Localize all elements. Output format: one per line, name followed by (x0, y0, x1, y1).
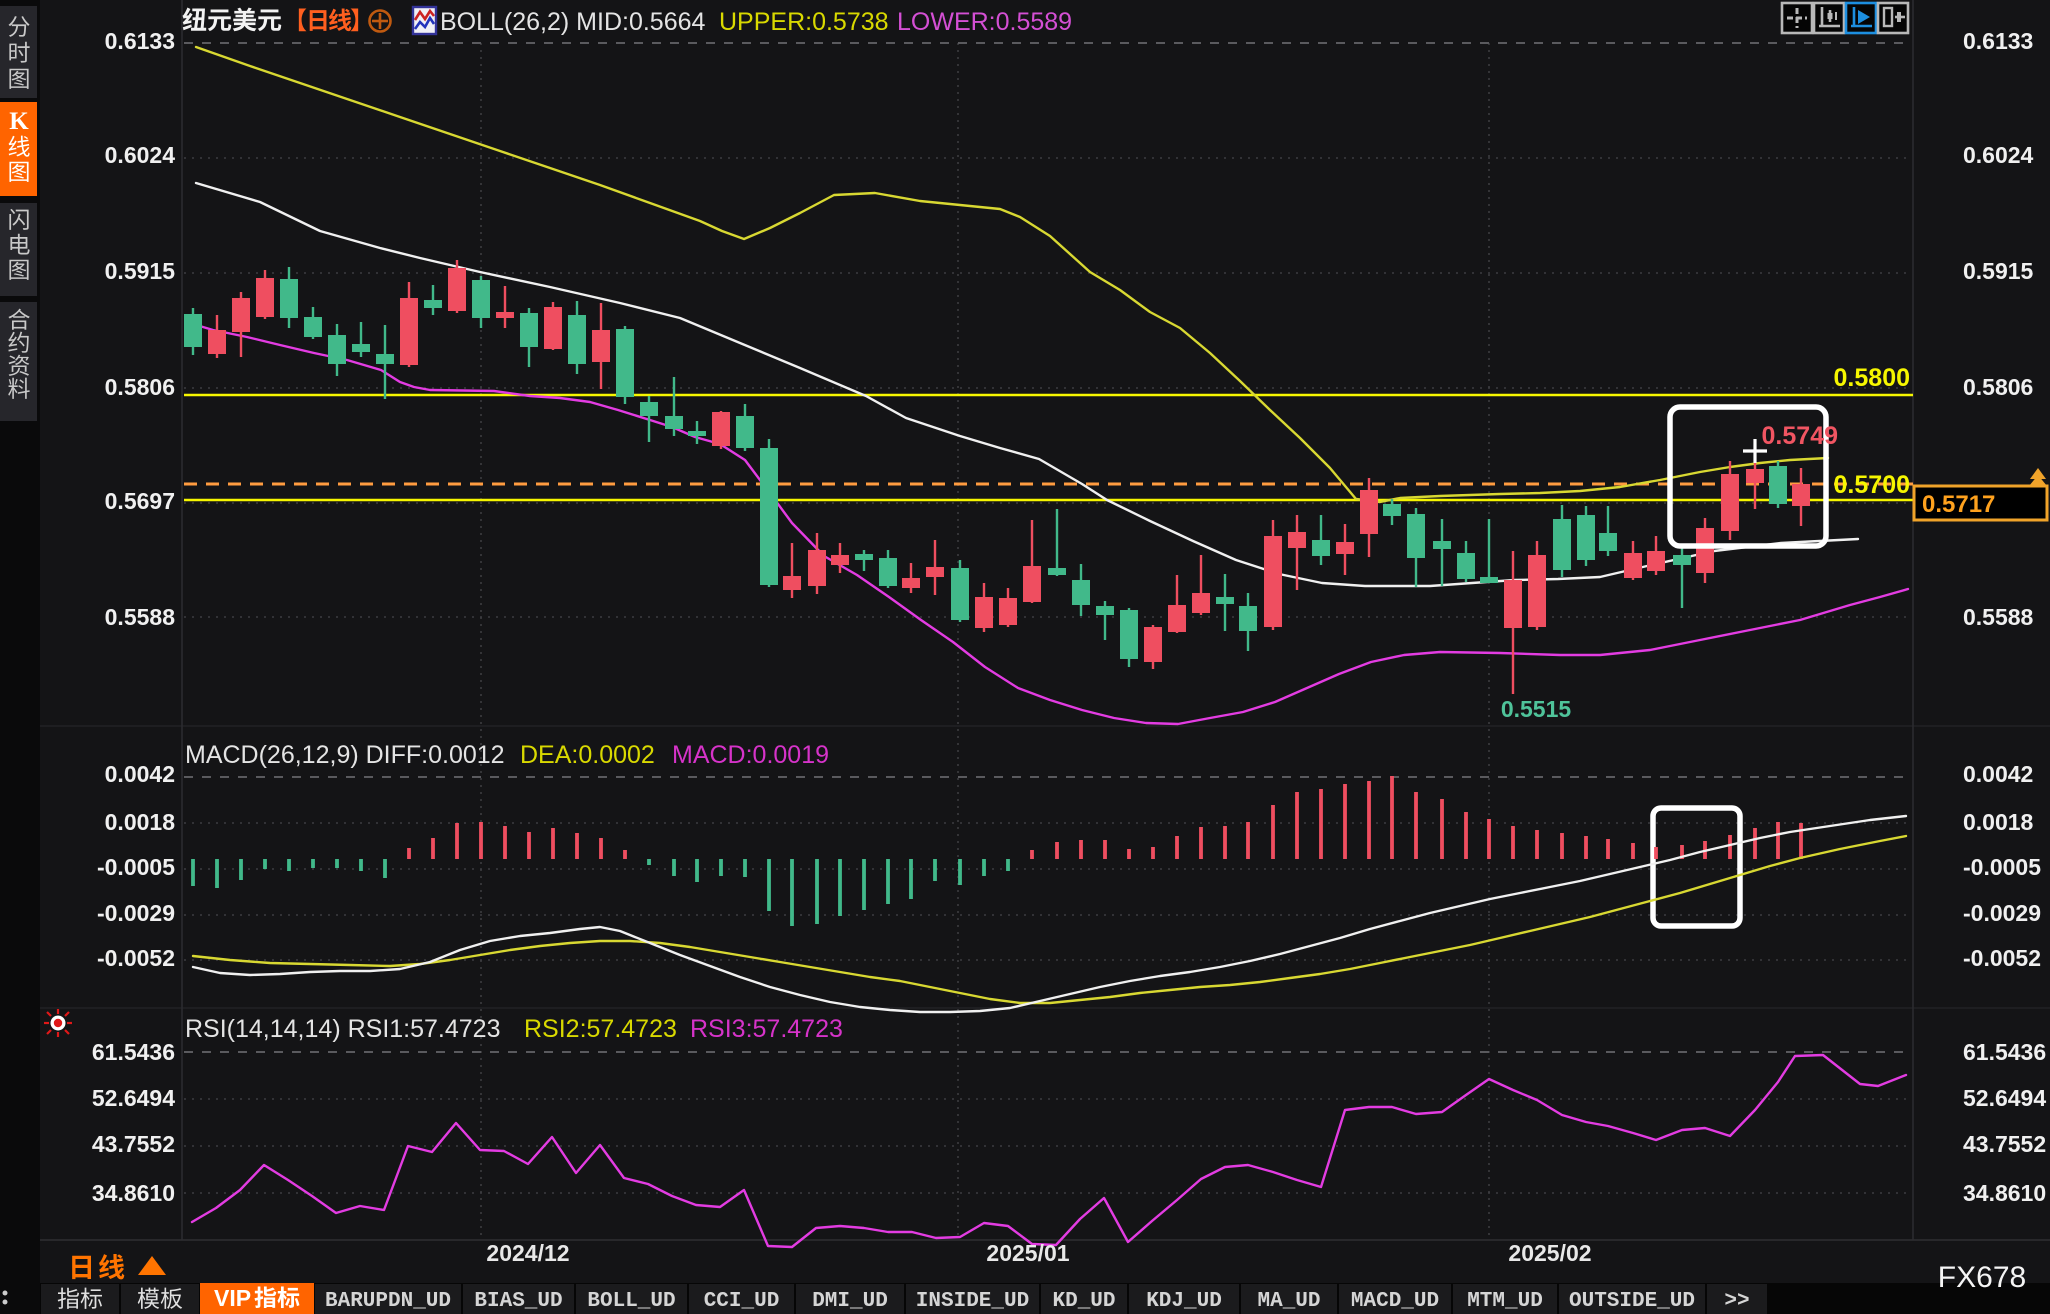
svg-text:CCI_UD: CCI_UD (704, 1290, 780, 1313)
svg-text:RSI2:57.4723: RSI2:57.4723 (524, 1015, 677, 1043)
svg-text:52.6494: 52.6494 (92, 1085, 175, 1111)
svg-text:UPPER:0.5738: UPPER:0.5738 (719, 8, 889, 36)
svg-text:2025/02: 2025/02 (1508, 1240, 1591, 1266)
svg-text:43.7552: 43.7552 (1963, 1131, 2046, 1157)
svg-text:0.5749: 0.5749 (1762, 422, 1838, 450)
svg-text:0.5700: 0.5700 (1834, 471, 1910, 499)
svg-text:-0.0029: -0.0029 (97, 900, 175, 926)
svg-text:BIAS_UD: BIAS_UD (474, 1290, 562, 1313)
svg-text:0.5717: 0.5717 (1922, 491, 1995, 518)
svg-text:BOLL(26,2) MID:0.5664: BOLL(26,2) MID:0.5664 (440, 8, 706, 36)
svg-text:KD_UD: KD_UD (1052, 1290, 1115, 1313)
svg-text:0.0018: 0.0018 (105, 809, 176, 835)
svg-text:2025/01: 2025/01 (986, 1240, 1069, 1266)
svg-text:0.5806: 0.5806 (1963, 374, 2033, 400)
svg-text:2024/12: 2024/12 (486, 1240, 569, 1266)
svg-text:MACD(26,12,9) DIFF:0.0012: MACD(26,12,9) DIFF:0.0012 (185, 741, 505, 769)
svg-text:43.7552: 43.7552 (92, 1131, 175, 1157)
svg-text:61.5436: 61.5436 (1963, 1039, 2046, 1065)
svg-text:0.6024: 0.6024 (105, 142, 176, 168)
svg-text:0.6024: 0.6024 (1963, 142, 2034, 168)
svg-text:RSI3:57.4723: RSI3:57.4723 (690, 1015, 843, 1043)
svg-text:VIP: VIP (214, 1285, 251, 1311)
svg-text:0.6133: 0.6133 (105, 28, 175, 54)
svg-text:DMI_UD: DMI_UD (812, 1290, 888, 1313)
svg-text:34.8610: 34.8610 (92, 1180, 175, 1206)
svg-text:0.0042: 0.0042 (105, 761, 175, 787)
svg-text:0.5515: 0.5515 (1501, 696, 1572, 722)
svg-text:34.8610: 34.8610 (1963, 1180, 2046, 1206)
svg-text:INSIDE_UD: INSIDE_UD (916, 1290, 1029, 1313)
svg-text:MA_UD: MA_UD (1257, 1290, 1320, 1313)
svg-text:OUTSIDE_UD: OUTSIDE_UD (1569, 1290, 1695, 1313)
svg-text:MACD_UD: MACD_UD (1351, 1290, 1439, 1313)
svg-text:0.5806: 0.5806 (105, 374, 175, 400)
svg-text:0.5697: 0.5697 (105, 488, 175, 514)
svg-text:0.0042: 0.0042 (1963, 761, 2033, 787)
svg-text:0.5588: 0.5588 (105, 604, 176, 630)
svg-text:0.6133: 0.6133 (1963, 28, 2033, 54)
svg-text:MACD:0.0019: MACD:0.0019 (672, 741, 829, 769)
svg-text:-0.0052: -0.0052 (97, 945, 175, 971)
svg-text:61.5436: 61.5436 (92, 1039, 175, 1065)
svg-text:>>: >> (1724, 1290, 1749, 1313)
svg-text:BARUPDN_UD: BARUPDN_UD (325, 1290, 451, 1313)
svg-text:0.5915: 0.5915 (1963, 258, 2034, 284)
svg-text:0.5588: 0.5588 (1963, 604, 2034, 630)
svg-text:MTM_UD: MTM_UD (1467, 1290, 1543, 1313)
svg-text:KDJ_UD: KDJ_UD (1146, 1290, 1222, 1313)
svg-text:-0.0029: -0.0029 (1963, 900, 2041, 926)
svg-text:-0.0052: -0.0052 (1963, 945, 2041, 971)
svg-text:-0.0005: -0.0005 (1963, 854, 2041, 880)
svg-text:0.5800: 0.5800 (1834, 364, 1910, 392)
svg-text:FX678: FX678 (1938, 1261, 2026, 1294)
svg-text:K: K (9, 108, 29, 135)
svg-text:-0.0005: -0.0005 (97, 854, 175, 880)
svg-text:0.5915: 0.5915 (105, 258, 176, 284)
svg-text:DEA:0.0002: DEA:0.0002 (520, 741, 655, 769)
svg-text:BOLL_UD: BOLL_UD (587, 1290, 675, 1313)
svg-text:52.6494: 52.6494 (1963, 1085, 2046, 1111)
svg-text:RSI(14,14,14) RSI1:57.4723: RSI(14,14,14) RSI1:57.4723 (185, 1015, 500, 1043)
svg-text:0.0018: 0.0018 (1963, 809, 2034, 835)
svg-text:LOWER:0.5589: LOWER:0.5589 (897, 8, 1072, 36)
